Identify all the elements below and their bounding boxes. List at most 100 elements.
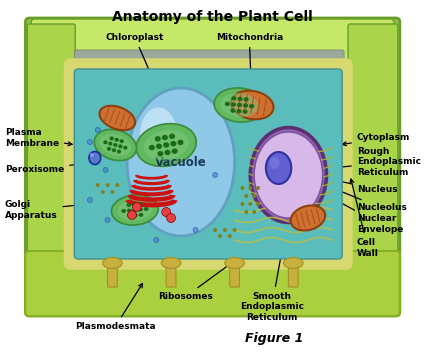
Ellipse shape	[117, 150, 121, 153]
Text: Nuclear
Envelope: Nuclear Envelope	[329, 197, 402, 234]
FancyBboxPatch shape	[347, 24, 397, 308]
FancyBboxPatch shape	[27, 24, 75, 308]
Ellipse shape	[99, 106, 135, 130]
Ellipse shape	[240, 186, 244, 190]
Ellipse shape	[231, 96, 236, 100]
Ellipse shape	[156, 143, 162, 149]
Ellipse shape	[155, 136, 161, 142]
FancyBboxPatch shape	[229, 263, 239, 287]
Ellipse shape	[103, 140, 107, 144]
Ellipse shape	[126, 203, 131, 207]
Ellipse shape	[240, 202, 244, 206]
Ellipse shape	[230, 108, 235, 113]
Ellipse shape	[224, 102, 229, 106]
Text: Anatomy of the Plant Cell: Anatomy of the Plant Cell	[112, 10, 312, 24]
Ellipse shape	[136, 124, 196, 166]
Ellipse shape	[243, 97, 248, 102]
FancyBboxPatch shape	[107, 263, 117, 287]
Text: Ribosomes: Ribosomes	[158, 257, 239, 301]
Ellipse shape	[114, 138, 118, 142]
Ellipse shape	[177, 140, 183, 145]
Ellipse shape	[166, 214, 175, 222]
Ellipse shape	[138, 202, 142, 206]
Ellipse shape	[170, 141, 176, 146]
Ellipse shape	[253, 132, 322, 218]
Ellipse shape	[249, 104, 253, 108]
Ellipse shape	[290, 205, 325, 230]
Ellipse shape	[99, 134, 131, 156]
Ellipse shape	[144, 207, 148, 211]
Ellipse shape	[132, 203, 136, 206]
FancyBboxPatch shape	[25, 251, 399, 316]
Ellipse shape	[154, 237, 158, 242]
Ellipse shape	[133, 214, 138, 217]
Ellipse shape	[244, 194, 248, 198]
Text: Nucleolus: Nucleolus	[296, 173, 406, 213]
Ellipse shape	[252, 194, 256, 198]
Ellipse shape	[232, 228, 236, 232]
Ellipse shape	[103, 168, 108, 173]
Ellipse shape	[105, 183, 109, 187]
Text: Smooth
Endoplasmic
Reticulum: Smooth Endoplasmic Reticulum	[239, 246, 303, 322]
Ellipse shape	[157, 151, 163, 157]
Text: Plasmodesmata: Plasmodesmata	[75, 283, 155, 331]
Text: Nucleus: Nucleus	[330, 178, 397, 194]
Text: Chloroplast: Chloroplast	[105, 33, 164, 101]
Ellipse shape	[256, 202, 260, 206]
Ellipse shape	[87, 198, 92, 203]
Ellipse shape	[243, 103, 247, 108]
Ellipse shape	[100, 190, 104, 194]
FancyBboxPatch shape	[74, 69, 342, 259]
Ellipse shape	[94, 130, 136, 161]
Ellipse shape	[163, 142, 169, 148]
Ellipse shape	[244, 210, 248, 214]
Ellipse shape	[169, 134, 175, 139]
Ellipse shape	[127, 88, 234, 236]
Ellipse shape	[248, 186, 252, 190]
Ellipse shape	[107, 147, 111, 151]
Ellipse shape	[138, 213, 143, 217]
Text: Golgi
Apparatus: Golgi Apparatus	[5, 197, 140, 220]
Ellipse shape	[161, 135, 168, 140]
Ellipse shape	[148, 145, 155, 150]
Ellipse shape	[237, 103, 241, 107]
Ellipse shape	[119, 139, 124, 143]
FancyBboxPatch shape	[166, 263, 176, 287]
Ellipse shape	[132, 208, 137, 212]
Ellipse shape	[127, 214, 132, 218]
Ellipse shape	[236, 109, 241, 113]
Ellipse shape	[123, 146, 127, 150]
Ellipse shape	[161, 257, 181, 268]
Ellipse shape	[102, 257, 122, 268]
Ellipse shape	[222, 228, 226, 232]
FancyBboxPatch shape	[288, 263, 297, 287]
Ellipse shape	[127, 210, 136, 220]
Text: Mitochondria: Mitochondria	[215, 33, 282, 106]
Ellipse shape	[117, 199, 152, 221]
Ellipse shape	[110, 190, 114, 194]
Ellipse shape	[121, 209, 126, 213]
Ellipse shape	[193, 227, 197, 232]
FancyBboxPatch shape	[25, 18, 399, 316]
Ellipse shape	[214, 88, 264, 122]
Ellipse shape	[265, 152, 291, 184]
Ellipse shape	[87, 140, 92, 145]
Ellipse shape	[171, 148, 177, 154]
FancyBboxPatch shape	[74, 50, 343, 72]
Ellipse shape	[230, 91, 273, 119]
Ellipse shape	[109, 136, 114, 140]
Ellipse shape	[138, 208, 142, 211]
Ellipse shape	[213, 228, 217, 232]
Ellipse shape	[112, 148, 116, 152]
Ellipse shape	[212, 173, 217, 178]
Ellipse shape	[283, 257, 302, 268]
Ellipse shape	[89, 152, 100, 164]
Ellipse shape	[132, 203, 141, 211]
Ellipse shape	[227, 234, 231, 238]
Text: Plasma
Membrane: Plasma Membrane	[5, 128, 72, 148]
Ellipse shape	[161, 208, 170, 216]
Text: Figure 1: Figure 1	[244, 332, 302, 345]
Ellipse shape	[230, 102, 235, 107]
Text: Peroxisome: Peroxisome	[5, 161, 90, 174]
Ellipse shape	[143, 130, 188, 160]
